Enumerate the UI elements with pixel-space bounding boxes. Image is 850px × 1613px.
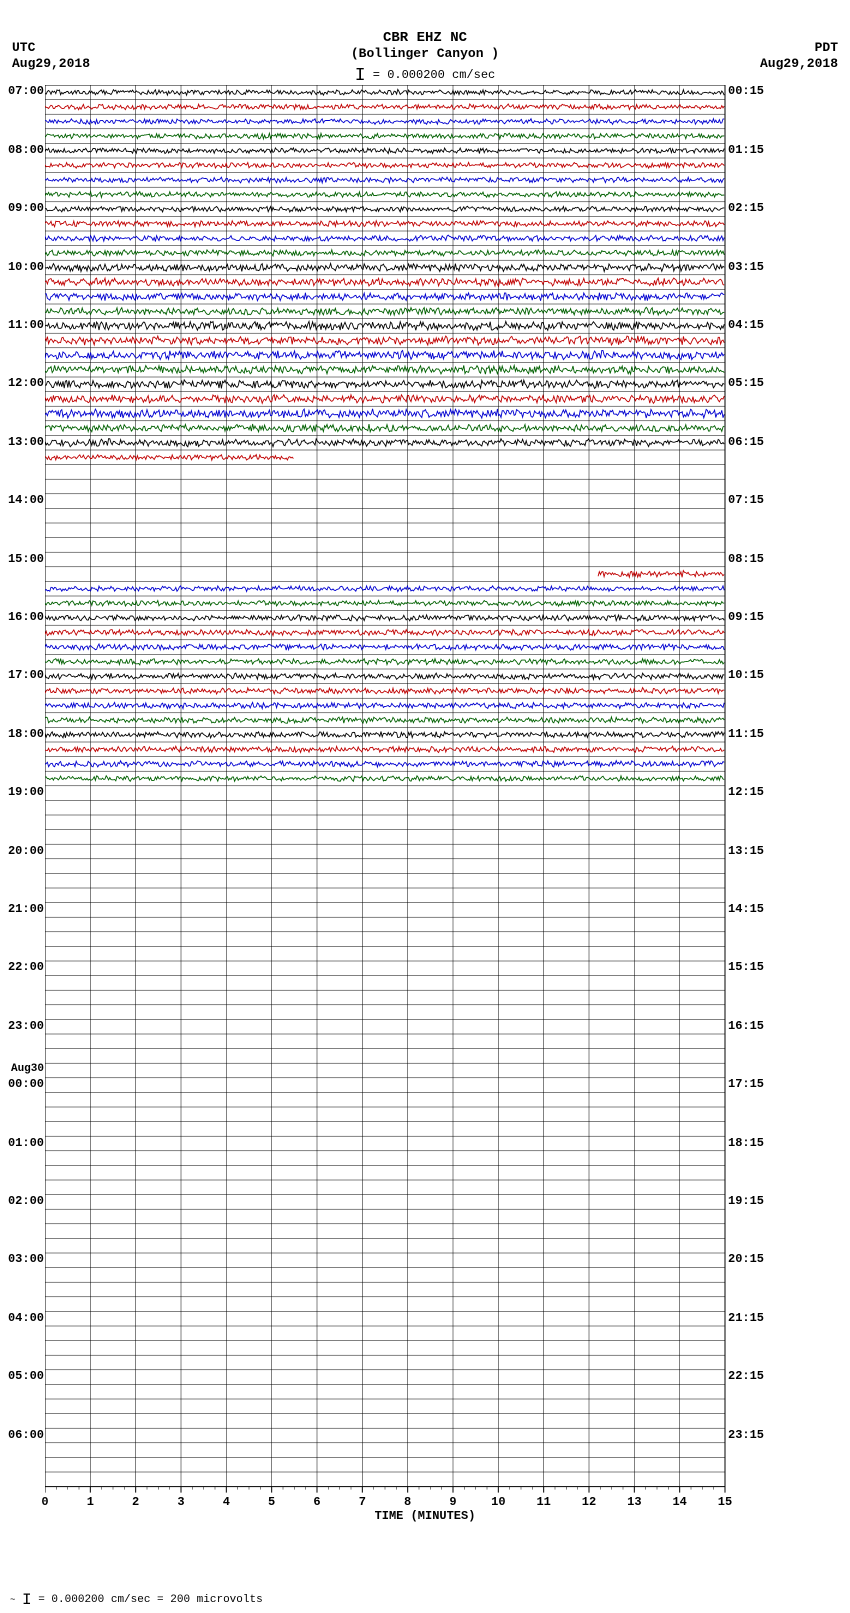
xaxis-tick-label: 8 <box>393 1495 423 1509</box>
utc-label: 10:00 <box>0 260 44 274</box>
utc-label: 01:00 <box>0 1136 44 1150</box>
pdt-label: 15:15 <box>728 960 768 974</box>
station-name: (Bollinger Canyon ) <box>0 46 850 61</box>
pdt-label: 07:15 <box>728 493 768 507</box>
pdt-label: 18:15 <box>728 1136 768 1150</box>
utc-label: 15:00 <box>0 552 44 566</box>
xaxis-tick-label: 11 <box>529 1495 559 1509</box>
xaxis-tick-label: 7 <box>347 1495 377 1509</box>
utc-label: 04:00 <box>0 1311 44 1325</box>
utc-label: 23:00 <box>0 1019 44 1033</box>
xaxis-tick-label: 12 <box>574 1495 604 1509</box>
scale-text: = 0.000200 cm/sec <box>373 68 495 82</box>
utc-label: 14:00 <box>0 493 44 507</box>
xaxis-tick-label: 3 <box>166 1495 196 1509</box>
utc-label: 22:00 <box>0 960 44 974</box>
date-right: Aug29,2018 <box>760 56 838 71</box>
pdt-label: 08:15 <box>728 552 768 566</box>
utc-label: 17:00 <box>0 668 44 682</box>
utc-label: 16:00 <box>0 610 44 624</box>
helicorder-plot <box>45 85 726 1512</box>
timezone-right: PDT <box>815 40 838 55</box>
pdt-label: 01:15 <box>728 143 768 157</box>
pdt-label: 17:15 <box>728 1077 768 1091</box>
utc-label: 05:00 <box>0 1369 44 1383</box>
pdt-label: 11:15 <box>728 727 768 741</box>
utc-label: 18:00 <box>0 727 44 741</box>
pdt-label: 10:15 <box>728 668 768 682</box>
utc-label: 06:00 <box>0 1428 44 1442</box>
xaxis-tick-label: 1 <box>75 1495 105 1509</box>
utc-label: 08:00 <box>0 143 44 157</box>
pdt-label: 09:15 <box>728 610 768 624</box>
xaxis-tick-label: 14 <box>665 1495 695 1509</box>
timezone-left: UTC <box>12 40 35 55</box>
xaxis-tick-label: 13 <box>619 1495 649 1509</box>
xaxis-title: TIME (MINUTES) <box>0 1509 850 1523</box>
xaxis-tick-label: 9 <box>438 1495 468 1509</box>
xaxis-tick-label: 2 <box>121 1495 151 1509</box>
scale-indicator: I = 0.000200 cm/sec <box>0 64 850 84</box>
utc-label: 02:00 <box>0 1194 44 1208</box>
xaxis-tick-label: 4 <box>211 1495 241 1509</box>
utc-label: 11:00 <box>0 318 44 332</box>
utc-label: 09:00 <box>0 201 44 215</box>
pdt-label: 16:15 <box>728 1019 768 1033</box>
utc-label: Aug30 <box>0 1063 44 1075</box>
xaxis-tick-label: 10 <box>483 1495 513 1509</box>
utc-label: 03:00 <box>0 1252 44 1266</box>
pdt-label: 02:15 <box>728 201 768 215</box>
utc-label: 13:00 <box>0 435 44 449</box>
pdt-label: 04:15 <box>728 318 768 332</box>
station-code: CBR EHZ NC <box>0 30 850 46</box>
utc-label: 12:00 <box>0 376 44 390</box>
footer-scale: ~ I = 0.000200 cm/sec = 200 microvolts <box>10 1589 263 1607</box>
pdt-label: 22:15 <box>728 1369 768 1383</box>
utc-label: 21:00 <box>0 902 44 916</box>
pdt-label: 06:15 <box>728 435 768 449</box>
xaxis-tick-label: 6 <box>302 1495 332 1509</box>
pdt-label: 05:15 <box>728 376 768 390</box>
pdt-label: 20:15 <box>728 1252 768 1266</box>
utc-label: 07:00 <box>0 84 44 98</box>
utc-label: 19:00 <box>0 785 44 799</box>
xaxis-tick-label: 15 <box>710 1495 740 1509</box>
pdt-label: 23:15 <box>728 1428 768 1442</box>
pdt-label: 13:15 <box>728 844 768 858</box>
pdt-label: 21:15 <box>728 1311 768 1325</box>
date-left: Aug29,2018 <box>12 56 90 71</box>
xaxis-tick-label: 0 <box>30 1495 60 1509</box>
pdt-label: 14:15 <box>728 902 768 916</box>
seismogram-container: CBR EHZ NC (Bollinger Canyon ) I = 0.000… <box>0 0 850 1613</box>
pdt-label: 03:15 <box>728 260 768 274</box>
pdt-label: 12:15 <box>728 785 768 799</box>
utc-label: 00:00 <box>0 1077 44 1091</box>
pdt-label: 00:15 <box>728 84 768 98</box>
pdt-label: 19:15 <box>728 1194 768 1208</box>
xaxis-tick-label: 5 <box>257 1495 287 1509</box>
footer-text: = 0.000200 cm/sec = 200 microvolts <box>38 1594 262 1606</box>
utc-label: 20:00 <box>0 844 44 858</box>
